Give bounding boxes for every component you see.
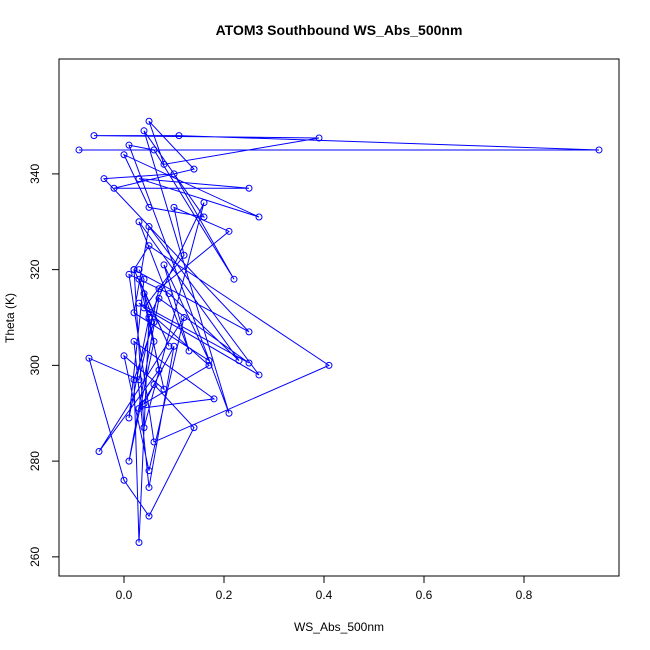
data-point <box>135 299 143 307</box>
data-point <box>125 141 133 149</box>
x-tick-label: 0.4 <box>316 588 333 602</box>
data-point <box>200 213 208 221</box>
x-axis-label: WS_Abs_500nm <box>294 620 384 634</box>
data-point <box>100 175 108 183</box>
data-point <box>140 424 148 432</box>
y-axis-label: Theta (K) <box>3 293 17 343</box>
data-point <box>130 266 138 274</box>
data-point <box>120 476 128 484</box>
data-point <box>75 146 83 154</box>
data-point <box>150 381 158 389</box>
data-point <box>150 438 158 446</box>
data-point <box>245 359 253 367</box>
x-tick-label: 0.2 <box>216 588 233 602</box>
data-point <box>155 294 163 302</box>
data-point <box>130 337 138 345</box>
data-point <box>245 328 253 336</box>
data-point <box>595 146 603 154</box>
data-point <box>210 395 218 403</box>
data-point <box>125 414 133 422</box>
data-point <box>135 218 143 226</box>
data-point <box>135 376 143 384</box>
data-point <box>135 275 143 283</box>
data-point <box>205 361 213 369</box>
data-point <box>225 409 233 417</box>
data-point <box>110 184 118 192</box>
data-point <box>125 457 133 465</box>
data-point <box>145 314 153 321</box>
data-point <box>315 134 323 142</box>
data-point <box>150 146 158 154</box>
data-point <box>155 366 163 374</box>
data-point <box>180 314 188 321</box>
data-point <box>145 483 153 491</box>
data-point <box>190 424 198 432</box>
data-point <box>135 175 143 183</box>
data-point <box>225 227 233 235</box>
data-point <box>125 270 133 278</box>
data-point <box>145 512 153 520</box>
data-point <box>170 342 178 350</box>
y-tick-label: 260 <box>28 547 42 567</box>
data-point <box>140 290 148 298</box>
data-point <box>190 165 198 173</box>
data-point <box>170 170 178 178</box>
data-point <box>85 354 93 362</box>
data-point <box>155 285 163 293</box>
y-tick-label: 340 <box>28 164 42 184</box>
data-point <box>135 538 143 546</box>
data-point <box>145 117 153 125</box>
data-point <box>95 448 103 456</box>
y-tick-label: 280 <box>28 451 42 471</box>
data-point <box>255 371 263 379</box>
data-point <box>145 203 153 211</box>
y-axis: 260 280 300 320 340 <box>28 164 60 567</box>
y-tick-label: 320 <box>28 259 42 279</box>
data-point <box>145 223 153 231</box>
data-point <box>145 242 153 250</box>
data-point <box>130 376 138 384</box>
data-point <box>130 309 138 317</box>
data-point <box>140 304 148 312</box>
data-point <box>145 467 153 475</box>
data-point <box>135 404 143 412</box>
data-point <box>120 151 128 159</box>
data-point <box>245 184 253 192</box>
series-line <box>79 120 600 543</box>
data-point <box>120 352 128 360</box>
data-point <box>230 275 238 283</box>
data-point <box>325 361 333 369</box>
data-point <box>160 385 168 393</box>
data-point <box>140 127 148 135</box>
data-point <box>175 132 183 140</box>
data-point <box>150 318 158 326</box>
x-tick-label: 0.8 <box>516 588 533 602</box>
data-point <box>255 213 263 221</box>
data-point <box>160 261 168 269</box>
x-tick-label: 0.0 <box>116 588 133 602</box>
x-tick-label: 0.6 <box>416 588 433 602</box>
data-point <box>150 337 158 345</box>
data-point <box>165 290 173 298</box>
chart-title: ATOM3 Southbound WS_Abs_500nm <box>216 22 463 38</box>
data-point <box>185 347 193 355</box>
series-layer <box>75 117 603 546</box>
data-point <box>140 400 148 408</box>
data-point <box>160 160 168 168</box>
data-point <box>180 251 188 259</box>
x-axis: 0.0 0.2 0.4 0.6 0.8 <box>116 575 533 602</box>
y-tick-label: 300 <box>28 355 42 375</box>
data-point <box>135 266 143 274</box>
data-point <box>235 357 243 365</box>
data-point <box>140 275 148 283</box>
data-point <box>205 357 213 365</box>
data-point <box>170 203 178 211</box>
data-point <box>165 342 173 350</box>
data-point <box>200 199 208 207</box>
data-point <box>90 132 98 140</box>
